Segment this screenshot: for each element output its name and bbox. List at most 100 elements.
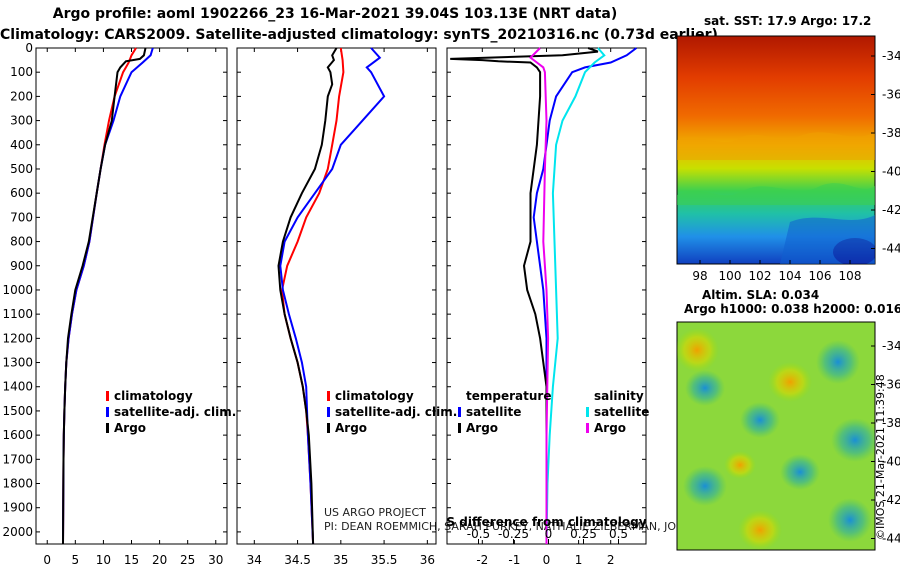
legend-swatch: [106, 423, 109, 433]
series-line-t-argo: [450, 47, 599, 544]
legend-label: satellite: [466, 405, 521, 419]
legend-swatch: [106, 407, 109, 417]
legend-swatch: [586, 407, 589, 417]
s-tick-label: -0.25: [498, 527, 529, 541]
sst-y-tick-label: -34: [882, 49, 900, 63]
y-tick-label: 1300: [2, 356, 33, 370]
legend-title-temperature: temperature: [466, 389, 551, 403]
title-line-1: Argo profile: aoml 1902266_23 16-Mar-202…: [52, 6, 618, 22]
y-tick-label: 1600: [2, 428, 33, 442]
sst-y-tick-label: -36: [882, 88, 900, 102]
y-tick-label: 1900: [2, 501, 33, 515]
sla-y-tick-label: -44: [882, 532, 900, 546]
legend-label: satellite-adj. clim.: [335, 405, 457, 419]
x-tick-label: 35: [333, 553, 348, 567]
y-tick-label: 1500: [2, 404, 33, 418]
s-tick-label: 0.5: [609, 527, 628, 541]
x-tick-label: 5: [72, 553, 80, 567]
y-tick-label: 1400: [2, 380, 33, 394]
series-line-s-argo: [528, 47, 550, 544]
sla-map-subtitle: Argo h1000: 0.038 h2000: 0.016: [684, 302, 900, 316]
sst-x-tick-label: 102: [749, 269, 772, 283]
sst-x-tick-label: 108: [839, 269, 862, 283]
series-line-climatology: [280, 47, 345, 545]
x-tick-label: 35.5: [371, 553, 398, 567]
y-tick-label: 200: [10, 89, 33, 103]
legend-label: Argo: [594, 421, 626, 435]
project-credit: US ARGO PROJECT: [324, 506, 426, 519]
sst-x-tick-label: 104: [779, 269, 802, 283]
sst-x-tick-label: 98: [692, 269, 707, 283]
legend-swatch: [458, 407, 461, 417]
y-tick-label: 0: [25, 41, 33, 55]
x-tick-label: 10: [96, 553, 111, 567]
x-tick-label: 25: [180, 553, 195, 567]
series-line-s-satellite: [545, 47, 606, 545]
legend-label: satellite-adj. clim.: [114, 405, 236, 419]
legend-label: Argo: [335, 421, 367, 435]
y-tick-label: 700: [10, 210, 33, 224]
sst-x-tick-label: 106: [809, 269, 832, 283]
legend-title-salinity: salinity: [594, 389, 644, 403]
legend-label: Argo: [114, 421, 146, 435]
sla-y-tick-label: -38: [882, 416, 900, 430]
x-tick-label: 34.5: [284, 553, 311, 567]
legend-swatch: [327, 423, 330, 433]
s-axis-title: S difference from climatology: [446, 515, 646, 529]
legend-swatch: [327, 391, 330, 401]
y-tick-label: 100: [10, 65, 33, 79]
sla-y-tick-label: -42: [882, 493, 900, 507]
sla-map: [676, 321, 876, 551]
sla-y-tick-label: -34: [882, 339, 900, 353]
legend-swatch: [327, 407, 330, 417]
panel-frame-temperature-profile: [35, 47, 228, 545]
sla-y-tick-label: -40: [882, 455, 900, 469]
x-tick-label: 0: [43, 553, 51, 567]
sst-x-tick-label: 100: [719, 269, 742, 283]
sst-map: [676, 35, 876, 265]
s-tick-label: 0: [545, 527, 553, 541]
y-tick-label: 1000: [2, 283, 33, 297]
sst-y-tick-label: -38: [882, 126, 900, 140]
y-tick-label: 1700: [2, 452, 33, 466]
x-tick-label: 30: [208, 553, 223, 567]
title-line-2: Climatology: CARS2009. Satellite-adjuste…: [0, 27, 718, 43]
y-tick-label: 400: [10, 138, 33, 152]
x-tick-label: 0: [543, 553, 551, 567]
series-line-satellite-adj-clim-: [279, 47, 386, 545]
s-tick-label: -0.5: [467, 527, 490, 541]
legend-label: satellite: [594, 405, 649, 419]
pi-credit: PI: DEAN ROEMMICH, SARAH PURKEY, NATHALI…: [324, 520, 738, 533]
y-tick-label: 300: [10, 114, 33, 128]
series-line-argo: [277, 47, 338, 545]
sst-y-tick-label: -44: [882, 242, 900, 256]
y-tick-label: 2000: [2, 525, 33, 539]
sst-y-tick-label: -42: [882, 203, 900, 217]
x-tick-label: 2: [607, 553, 615, 567]
y-tick-label: 500: [10, 162, 33, 176]
sst-map-title: sat. SST: 17.9 Argo: 17.2: [704, 14, 872, 28]
x-tick-label: 20: [152, 553, 167, 567]
y-tick-label: 800: [10, 235, 33, 249]
legend-label: Argo: [466, 421, 498, 435]
x-tick-label: 34: [247, 553, 262, 567]
x-tick-label: 1: [575, 553, 583, 567]
y-tick-label: 1800: [2, 477, 33, 491]
y-tick-label: 1200: [2, 331, 33, 345]
s-tick-label: 0.25: [570, 527, 597, 541]
sst-y-tick-label: -40: [882, 165, 900, 179]
y-tick-label: 1100: [2, 307, 33, 321]
x-tick-label: 36: [420, 553, 435, 567]
sla-map-title: Altim. SLA: 0.034: [702, 288, 820, 302]
sla-y-tick-label: -36: [882, 378, 900, 392]
legend-swatch: [106, 391, 109, 401]
y-tick-label: 900: [10, 259, 33, 273]
legend-swatch: [458, 423, 461, 433]
legend-label: climatology: [335, 389, 414, 403]
x-tick-label: 15: [124, 553, 139, 567]
y-tick-label: 600: [10, 186, 33, 200]
legend-swatch: [586, 423, 589, 433]
x-tick-label: -1: [508, 553, 520, 567]
series-line-argo: [62, 47, 147, 545]
